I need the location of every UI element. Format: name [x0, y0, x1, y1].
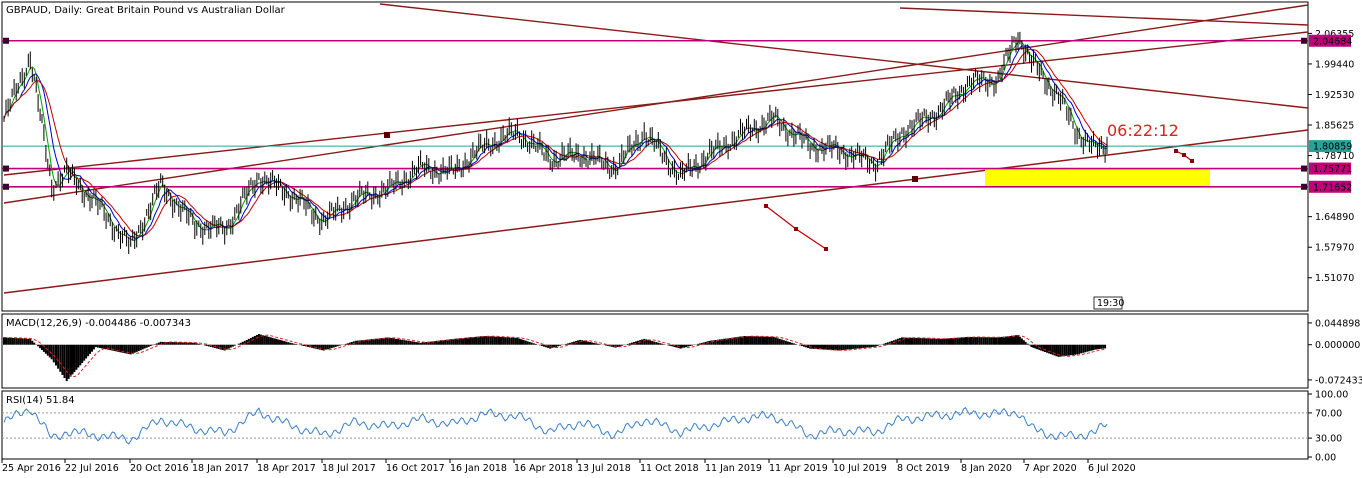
price-axis: 2.06355 1.99440 1.92530 1.85625 1.78710 1.648… — [1308, 29, 1354, 284]
price-tick-label: 1.64890 — [1315, 212, 1354, 223]
trendline-3 — [3, 31, 1309, 176]
rsi-tick-label: 30.00 — [1315, 434, 1342, 445]
ma-blue-line — [3, 45, 1107, 240]
level-anchor — [3, 37, 9, 44]
price-badge-bg — [1309, 162, 1351, 175]
arrow-objects[interactable] — [764, 149, 1194, 251]
price-badge-label: 1.71652 — [1313, 182, 1352, 193]
date-tick-label: 18 Jan 2017 — [192, 463, 249, 474]
rsi-series-line — [3, 406, 1108, 445]
arrow-point — [1190, 159, 1194, 163]
rsi-panel — [1, 390, 1309, 460]
macd-tick-label: 0.044898 — [1315, 318, 1360, 329]
date-tick-label: 11 Jan 2019 — [705, 463, 762, 474]
rsi-tick-label: 0.00 — [1315, 453, 1336, 464]
trendlines[interactable] — [3, 3, 1309, 294]
level-anchor — [1301, 165, 1307, 172]
time-marker-box — [1093, 296, 1123, 310]
ma-red-line — [3, 48, 1108, 237]
level-anchor — [1301, 183, 1307, 190]
macd-tick-label: 0.000000 — [1315, 340, 1360, 351]
macd-tick-label: -0.072433 — [1315, 375, 1362, 386]
trendline-4 — [379, 3, 1309, 109]
level-anchor — [3, 183, 9, 190]
date-tick-label: 18 Apr 2017 — [257, 463, 316, 474]
macd-panel — [1, 313, 1309, 389]
date-tick-label: 25 Apr 2016 — [2, 463, 61, 474]
date-tick-label: 13 Jul 2018 — [577, 463, 631, 474]
price-tick-label: 1.99440 — [1315, 59, 1354, 70]
macd-histogram — [3, 334, 1107, 382]
trendline-anchor — [384, 132, 390, 138]
price-tick-label: 1.92530 — [1315, 90, 1354, 101]
date-tick-label: 8 Jan 2020 — [961, 463, 1012, 474]
arrow-point — [1174, 149, 1178, 153]
date-tick-label: 7 Apr 2020 — [1024, 463, 1077, 474]
level-anchor — [1301, 37, 1307, 44]
trendline-2 — [3, 129, 1309, 294]
horizontal-levels[interactable] — [2, 37, 1308, 190]
time-marker: 19:30 — [1097, 298, 1124, 309]
arrow-point — [764, 204, 768, 208]
price-tick-label: 1.57970 — [1315, 243, 1354, 254]
support-zone[interactable] — [985, 168, 1210, 187]
date-axis: 25 Apr 2016 22 Jul 2016 20 Oct 2016 18 Jan … — [1, 459, 1136, 474]
macd-label: MACD(12,26,9) -0.004486 -0.007343 — [6, 318, 191, 329]
chart-description: Great Britain Pound vs Australian Dollar — [86, 5, 286, 16]
date-tick-label: 20 Oct 2016 — [130, 463, 189, 474]
date-tick-label: 10 Jul 2019 — [833, 463, 887, 474]
rsi-tick-label: 70.00 — [1315, 408, 1342, 419]
date-tick-label: 16 Oct 2017 — [386, 463, 445, 474]
rsi-label: RSI(14) 51.84 — [6, 395, 75, 406]
trendline-anchor — [912, 176, 918, 182]
date-tick-label: 11 Apr 2019 — [769, 463, 828, 474]
price-badge-label: 1.75771 — [1313, 164, 1352, 175]
date-tick-label: 16 Jan 2018 — [450, 463, 507, 474]
price-tick-label: 2.06355 — [1315, 29, 1354, 40]
arrow-point — [824, 247, 828, 251]
price-badge-bg — [1309, 34, 1351, 47]
macd-signal-line — [3, 334, 1106, 378]
price-badge-label: 2.04684 — [1313, 36, 1352, 47]
price-badge-bg — [1309, 180, 1351, 193]
bar-countdown-timer: 06:22:12 — [1107, 121, 1179, 140]
date-tick-label: 8 Oct 2019 — [897, 463, 950, 474]
price-badge-bg — [1309, 140, 1351, 153]
macd-axis: 0.044898 0.000000 -0.072433 — [1308, 318, 1362, 386]
price-badges: 2.04684 1.80859 1.75771 1.71652 — [1309, 34, 1352, 193]
date-tick-label: 18 Jul 2017 — [322, 463, 376, 474]
trendline-5 — [899, 7, 1309, 26]
arrow-point — [794, 227, 798, 231]
rsi-line — [2, 406, 1308, 445]
price-panel — [1, 1, 1309, 312]
date-tick-label: 11 Oct 2018 — [640, 463, 699, 474]
date-tick-label: 6 Jul 2020 — [1088, 463, 1136, 474]
rsi-axis: 100.00 70.00 30.00 0.00 — [1308, 390, 1348, 464]
date-tick-label: 16 Apr 2018 — [514, 463, 573, 474]
price-series — [3, 31, 1108, 254]
arrow-point — [1182, 153, 1186, 157]
price-tick-label: 1.78710 — [1315, 151, 1354, 162]
date-tick-label: 22 Jul 2016 — [65, 463, 119, 474]
level-anchor — [3, 165, 9, 172]
price-badge-label: 1.80859 — [1313, 142, 1352, 153]
price-tick-label: 1.85625 — [1315, 121, 1354, 132]
rsi-tick-label: 100.00 — [1315, 390, 1348, 401]
price-tick-label: 1.51070 — [1315, 273, 1354, 284]
chart-symbol: GBPAUD, Daily: — [6, 5, 82, 16]
